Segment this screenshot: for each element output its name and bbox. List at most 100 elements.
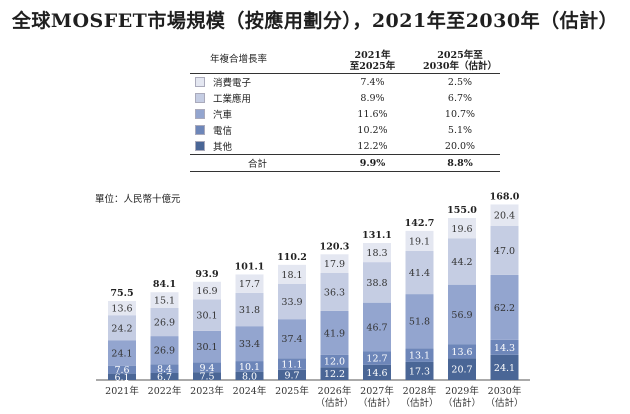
cagr-table: 年複合增長率 2021年 至2025年 2025年至 2030年（估計） 消費電子 …	[190, 46, 500, 172]
bar-segment-label: 24.1	[111, 349, 132, 360]
x-tick-label: （估計）	[315, 397, 353, 409]
bar-segment-label: 33.9	[281, 297, 302, 308]
x-tick-label: 2027年	[360, 385, 394, 397]
bar-segment-label: 14.3	[494, 343, 515, 354]
bar-segment-label: 46.7	[366, 323, 387, 334]
bar-segment	[448, 218, 476, 239]
bar-segment-label: 10.1	[239, 362, 260, 373]
bar-total-label: 93.9	[195, 269, 219, 280]
bar-segment	[108, 300, 136, 316]
legend-swatch-consumer	[195, 77, 205, 87]
bar-total-label: 131.1	[362, 230, 392, 241]
bar-total-label: 75.5	[110, 288, 133, 299]
bar-segment	[150, 307, 179, 337]
bar-segment-label: 12.7	[366, 354, 387, 365]
bar-segment	[405, 348, 434, 362]
bar-segment	[150, 372, 179, 380]
row-value-2: 6.7%	[447, 92, 473, 104]
bar-segment-label: 56.9	[451, 310, 472, 321]
bar-segment	[405, 230, 434, 251]
x-tick-label: 2022年	[148, 385, 182, 397]
cagr-col2-line1: 2025年至	[437, 50, 483, 61]
bar-segment-label: 31.8	[239, 305, 260, 316]
bar-segment-label: 8.4	[157, 364, 172, 375]
bar-segment	[235, 274, 264, 293]
bar-segment	[405, 294, 434, 349]
x-tick-label: 2025年	[275, 385, 309, 397]
bar-segment	[448, 358, 476, 380]
row-label: 工業應用	[213, 94, 252, 105]
bar-total-label: 168.0	[490, 191, 520, 202]
row-value-2: 10.7%	[444, 108, 476, 120]
bar-segment-label: 16.9	[196, 286, 217, 297]
row-value-1: 12.2%	[357, 140, 388, 152]
legend-swatch-telecom	[195, 125, 205, 135]
bar-segment-label: 17.7	[239, 279, 260, 290]
cagr-col1-line1: 2021年	[354, 50, 391, 61]
total-value-1: 9.9%	[325, 154, 420, 172]
x-tick-label: （估計）	[400, 397, 438, 409]
x-tick-label: （估計）	[358, 397, 396, 409]
bar-segment	[363, 243, 391, 263]
bar-segment	[193, 299, 221, 331]
bar-segment	[448, 238, 476, 285]
bar-segment-label: 20.7	[451, 365, 472, 376]
bar-segment	[490, 274, 519, 340]
bar-total-label: 120.3	[320, 241, 350, 252]
bar-segment-label: 24.1	[494, 363, 515, 374]
row-label: 電信	[213, 126, 233, 137]
bar-segment	[490, 354, 519, 380]
bar-segment-label: 44.2	[451, 257, 472, 268]
bar-segment	[278, 369, 306, 380]
bar-segment	[278, 358, 306, 370]
bar-segment	[363, 262, 391, 303]
bar-segment-label: 14.6	[366, 368, 387, 379]
bar-segment-label: 12.0	[324, 356, 345, 367]
bar-segment-label: 18.1	[281, 270, 302, 281]
bar-segment-label: 19.6	[451, 224, 472, 235]
bar-segment-label: 17.3	[409, 366, 430, 377]
legend-swatch-automotive	[195, 109, 205, 119]
bar-segment-label: 11.1	[281, 360, 302, 371]
bar-segment-label: 8.0	[242, 371, 257, 382]
bar-segment-label: 17.9	[324, 259, 345, 270]
bar-segment-label: 13.6	[111, 304, 132, 315]
cagr-row: 汽車 11.6% 10.7%	[190, 106, 500, 122]
bar-segment-label: 6.1	[114, 372, 129, 383]
bar-segment	[320, 310, 349, 355]
bar-segment-label: 41.9	[324, 328, 345, 339]
x-tick-label: 2029年	[445, 385, 479, 397]
cagr-col2-line2: 2030年（估計）	[423, 61, 497, 72]
bar-segment	[108, 365, 136, 374]
cagr-total-row: 合計 9.9% 8.8%	[190, 154, 500, 172]
bar-segment	[235, 361, 264, 372]
cagr-col1-line2: 至2025年	[349, 61, 396, 72]
bar-segment	[278, 319, 306, 359]
bar-segment-label: 6.7	[157, 372, 172, 383]
row-value-1: 8.9%	[360, 92, 385, 104]
bar-segment	[278, 283, 306, 320]
bar-segment	[320, 272, 349, 311]
bar-segment	[150, 336, 179, 365]
row-value-1: 11.6%	[357, 108, 388, 120]
x-tick-label: 2028年	[403, 385, 437, 397]
bar-segment-label: 47.0	[494, 246, 515, 257]
row-label: 汽車	[213, 110, 233, 121]
bar-segment	[490, 339, 519, 355]
bar-segment	[108, 315, 136, 341]
cagr-row: 電信 10.2% 5.1%	[190, 122, 500, 138]
bar-segment	[193, 330, 221, 363]
bar-segment	[108, 373, 136, 380]
bar-segment-label: 19.1	[409, 236, 430, 247]
bar-total-label: 110.2	[277, 252, 307, 263]
total-value-2: 8.8%	[420, 154, 500, 172]
x-tick-label: 2026年	[318, 385, 352, 397]
bar-segment	[448, 284, 476, 345]
bar-segment	[278, 264, 306, 284]
bar-segment-label: 24.2	[111, 323, 132, 334]
bar-segment	[193, 372, 221, 380]
bar-segment-label: 26.9	[154, 346, 175, 357]
bar-segment	[235, 326, 264, 362]
bar-segment	[193, 281, 221, 300]
bar-segment	[320, 254, 349, 273]
